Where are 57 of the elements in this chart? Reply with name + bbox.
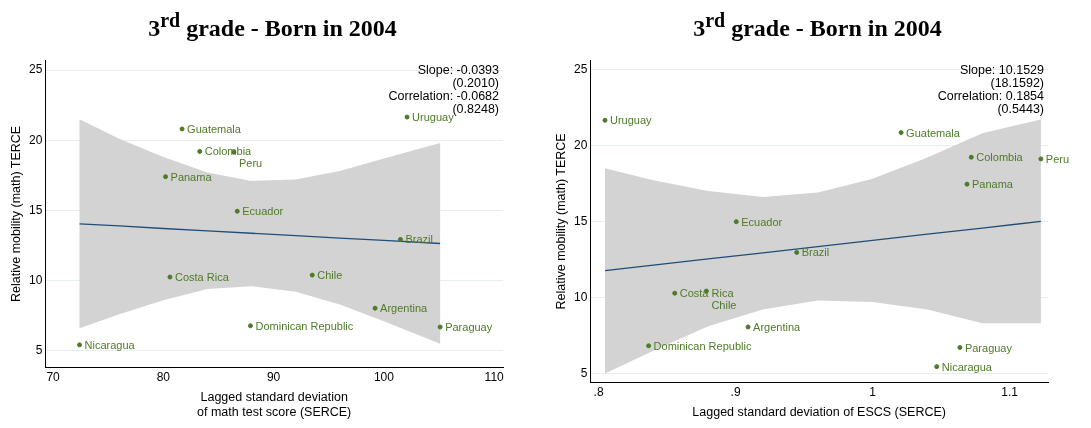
y-tick-label: 15: [573, 213, 588, 228]
y-tick-label: 20: [573, 137, 588, 152]
y-axis-title: Relative mobility (math) TERCE: [553, 133, 568, 310]
annotation: Ecuador: [740, 215, 783, 228]
annotation: Dominican Republic: [254, 319, 354, 332]
annotation: Chile: [316, 269, 342, 282]
x-tick-label: 70: [45, 370, 60, 385]
x-tick-label: 1.1: [1000, 385, 1018, 400]
y-tick-label: 25: [573, 61, 588, 76]
annotation: Ecuador: [241, 205, 284, 218]
annotation: Chile: [710, 299, 736, 312]
annotation: Nicaragua: [941, 360, 993, 373]
annotation: Correlation: 0.1854: [937, 88, 1044, 103]
y-tick-label: 25: [28, 62, 43, 77]
chart-title: 3$^{rd}$ grade - Born in 2004: [148, 8, 397, 42]
x-tick-label: 90: [266, 370, 281, 385]
annotation: Uruguay: [609, 114, 652, 127]
x-axis-title: Lagged standard deviation of math test score (SERCE): [196, 389, 351, 419]
x-tick-label: 110: [484, 370, 504, 385]
annotation: Brazil: [801, 246, 829, 259]
annotation: (18.1592): [989, 75, 1044, 90]
annotation: (0.8248): [451, 101, 499, 116]
annotation: Guatemala: [905, 126, 961, 139]
annotation: Nicaragua: [84, 338, 136, 351]
y-tick-label: 5: [35, 343, 43, 358]
annotation: Paraguay: [444, 321, 493, 334]
annotation: Colombia: [204, 145, 252, 158]
annotation: Slope: -0.0393: [417, 62, 499, 77]
annotation: Guatemala: [186, 123, 242, 136]
x-tick-label: .8: [593, 385, 604, 400]
x-tick-label: .9: [730, 385, 741, 400]
annotation: Argentina: [379, 302, 428, 315]
y-tick-label: 15: [28, 202, 43, 217]
annotation: Panama: [170, 170, 212, 183]
y-axis-title: Relative mobility (math) TERCE: [8, 125, 23, 302]
annotation: Peru: [238, 157, 262, 170]
y-tick-label: 5: [580, 365, 588, 380]
y-tick-label: 20: [28, 132, 43, 147]
annotation: Peru: [1045, 152, 1069, 165]
annotation: Correlation: -0.0682: [388, 88, 499, 103]
annotation: Slope: 10.1529: [959, 62, 1044, 77]
annotation: Dominican Republic: [653, 339, 752, 352]
x-axis-title: Lagged standard deviation of ESCS (SERCE): [691, 404, 946, 419]
y-tick-label: 10: [28, 272, 43, 287]
annotation: Argentina: [752, 320, 801, 333]
x-tick-label: 100: [373, 370, 394, 385]
annotation: Paraguay: [964, 341, 1012, 354]
annotation: (0.5443): [996, 101, 1044, 116]
annotation: Colombia: [975, 151, 1024, 164]
y-tick-label: 10: [573, 289, 588, 304]
annotation: Uruguay: [411, 111, 454, 124]
x-tick-label: 80: [156, 370, 170, 385]
annotation: Costa Rica: [174, 271, 230, 284]
annotation: (0.2010): [451, 75, 499, 90]
annotation: Panama: [971, 178, 1014, 191]
chart-title: 3$^{rd}$ grade - Born in 2004: [693, 8, 942, 42]
x-tick-label: 1: [868, 385, 876, 400]
